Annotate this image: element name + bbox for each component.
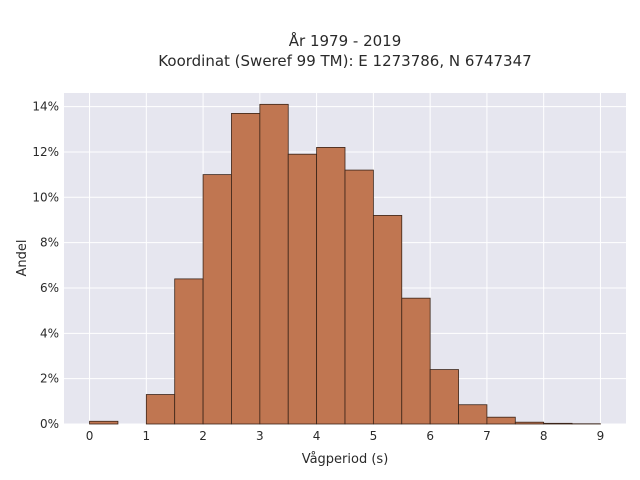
histogram-bar bbox=[259, 103, 289, 425]
y-axis-ticks: 0% 2% 4% 6% 8% 10% 12% 14% bbox=[32, 100, 59, 431]
y-tick-label: 2% bbox=[40, 372, 59, 386]
x-tick-label: 1 bbox=[142, 429, 150, 443]
y-tick-label: 4% bbox=[40, 326, 59, 340]
x-tick-label: 2 bbox=[199, 429, 207, 443]
y-tick-label: 6% bbox=[40, 281, 59, 295]
histogram-bar bbox=[486, 416, 516, 425]
x-tick-label: 8 bbox=[540, 429, 548, 443]
x-tick-label: 5 bbox=[370, 429, 378, 443]
histogram-bar bbox=[89, 420, 119, 425]
histogram-bar bbox=[429, 369, 459, 425]
histogram-bar bbox=[514, 421, 545, 425]
histogram-bar bbox=[145, 394, 176, 425]
histogram-bar bbox=[458, 404, 488, 425]
histogram-bar bbox=[287, 153, 318, 425]
histogram-bar bbox=[401, 297, 431, 425]
x-tick-label: 0 bbox=[86, 429, 94, 443]
chart-subtitle: Koordinat (Sweref 99 TM): E 1273786, N 6… bbox=[158, 52, 531, 70]
histogram-bar bbox=[372, 215, 403, 425]
y-tick-label: 10% bbox=[32, 190, 59, 204]
histogram-bar bbox=[344, 169, 374, 425]
y-tick-label: 8% bbox=[40, 236, 59, 250]
y-tick-label: 12% bbox=[32, 145, 59, 159]
histogram-bar bbox=[316, 147, 346, 425]
x-axis-ticks: 0 1 2 3 4 5 6 7 8 9 bbox=[86, 429, 605, 443]
y-axis-title: Andel bbox=[15, 240, 30, 277]
x-tick-label: 9 bbox=[597, 429, 605, 443]
y-tick-label: 14% bbox=[32, 100, 59, 114]
bars bbox=[89, 103, 601, 425]
histogram-bar bbox=[202, 174, 232, 425]
x-tick-label: 4 bbox=[313, 429, 321, 443]
chart-title: År 1979 - 2019 bbox=[289, 31, 402, 50]
x-tick-label: 7 bbox=[483, 429, 491, 443]
y-tick-label: 0% bbox=[40, 417, 59, 431]
histogram-bar bbox=[231, 113, 261, 425]
x-tick-label: 3 bbox=[256, 429, 264, 443]
histogram-bar bbox=[543, 422, 573, 425]
histogram-bar bbox=[174, 278, 204, 425]
x-axis-title: Vågperiod (s) bbox=[302, 452, 389, 467]
x-tick-label: 6 bbox=[426, 429, 434, 443]
